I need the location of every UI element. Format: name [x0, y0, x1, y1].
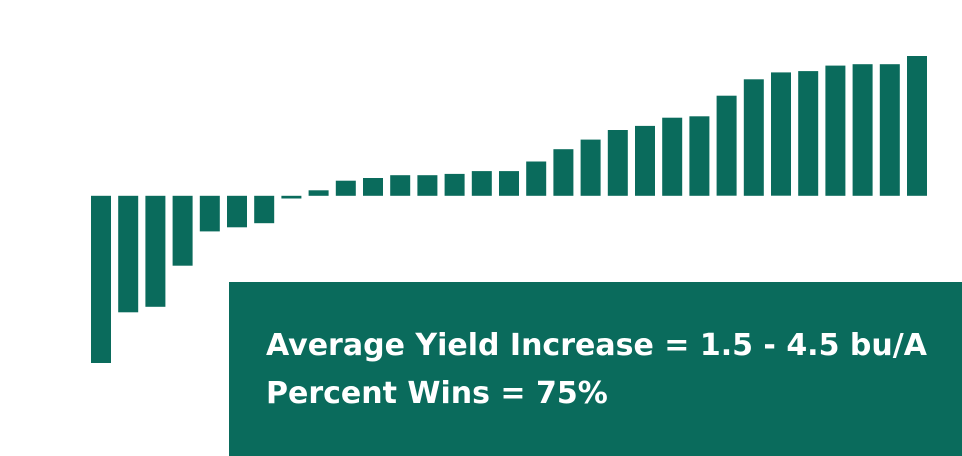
bar-25: [743, 79, 764, 196]
bar-4: [172, 195, 193, 266]
bar-14: [444, 173, 465, 196]
bar-17: [526, 161, 547, 196]
bar-28: [825, 65, 846, 196]
bar-12: [390, 175, 411, 196]
percent-wins-text: Percent Wins = 75%: [266, 376, 608, 411]
bar-15: [471, 171, 492, 196]
bar-10: [335, 180, 356, 196]
bar-29: [852, 64, 873, 196]
bar-11: [363, 178, 383, 196]
bar-21: [635, 125, 655, 196]
bar-13: [417, 175, 438, 196]
bar-18: [553, 149, 574, 196]
bar-5: [199, 195, 220, 232]
bar-16: [499, 171, 519, 196]
bar-3: [145, 195, 166, 307]
bar-2: [118, 195, 139, 313]
annotation-box: Average Yield Increase = 1.5 - 4.5 bu/A …: [229, 282, 962, 456]
bar-6: [227, 195, 247, 228]
bar-9: [308, 190, 329, 196]
bar-24: [716, 95, 737, 196]
bar-30: [879, 64, 900, 196]
bar-20: [607, 130, 628, 196]
bar-23: [689, 116, 710, 196]
bar-series: [91, 56, 927, 363]
bar-31: [907, 56, 927, 196]
average-yield-increase-text: Average Yield Increase = 1.5 - 4.5 bu/A: [266, 328, 927, 363]
bar-22: [662, 117, 683, 196]
bar-19: [580, 139, 601, 196]
bar-1: [91, 195, 111, 363]
bar-8: [281, 195, 302, 199]
bar-26: [771, 72, 791, 196]
bar-7: [254, 195, 275, 224]
bar-27: [798, 71, 819, 196]
